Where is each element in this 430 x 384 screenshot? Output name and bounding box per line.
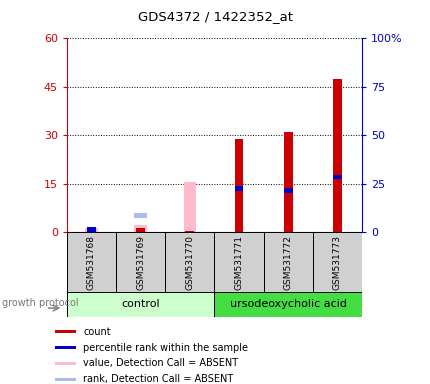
Bar bbox=[283, 188, 292, 193]
Bar bbox=[55, 346, 76, 349]
Bar bbox=[185, 231, 194, 232]
Bar bbox=[134, 214, 147, 218]
Bar bbox=[67, 232, 116, 292]
Bar bbox=[283, 132, 292, 232]
Bar bbox=[67, 292, 214, 317]
Text: rank, Detection Call = ABSENT: rank, Detection Call = ABSENT bbox=[83, 374, 233, 384]
Bar bbox=[87, 227, 95, 232]
Text: count: count bbox=[83, 327, 111, 337]
Text: growth protocol: growth protocol bbox=[2, 298, 79, 308]
Bar bbox=[134, 225, 147, 232]
Bar bbox=[332, 79, 341, 232]
Bar bbox=[55, 362, 76, 365]
Bar bbox=[234, 139, 243, 232]
Text: GSM531769: GSM531769 bbox=[136, 235, 145, 290]
Bar bbox=[136, 228, 145, 232]
Bar bbox=[55, 330, 76, 333]
Bar bbox=[332, 175, 341, 179]
Bar bbox=[165, 232, 214, 292]
Bar bbox=[55, 377, 76, 381]
Text: GSM531768: GSM531768 bbox=[87, 235, 96, 290]
Text: GSM531772: GSM531772 bbox=[283, 235, 292, 290]
Bar bbox=[85, 228, 97, 232]
Bar bbox=[214, 232, 263, 292]
Text: GDS4372 / 1422352_at: GDS4372 / 1422352_at bbox=[138, 10, 292, 23]
Text: GSM531771: GSM531771 bbox=[234, 235, 243, 290]
Bar bbox=[183, 182, 196, 232]
Bar bbox=[234, 186, 243, 191]
Text: GSM531773: GSM531773 bbox=[332, 235, 341, 290]
Bar bbox=[116, 232, 165, 292]
Text: ursodeoxycholic acid: ursodeoxycholic acid bbox=[229, 299, 346, 310]
Text: GSM531770: GSM531770 bbox=[185, 235, 194, 290]
Bar bbox=[263, 232, 312, 292]
Bar bbox=[312, 232, 361, 292]
Text: percentile rank within the sample: percentile rank within the sample bbox=[83, 343, 248, 353]
Text: value, Detection Call = ABSENT: value, Detection Call = ABSENT bbox=[83, 358, 238, 368]
Bar bbox=[87, 230, 95, 232]
Text: control: control bbox=[121, 299, 160, 310]
Bar bbox=[214, 292, 361, 317]
